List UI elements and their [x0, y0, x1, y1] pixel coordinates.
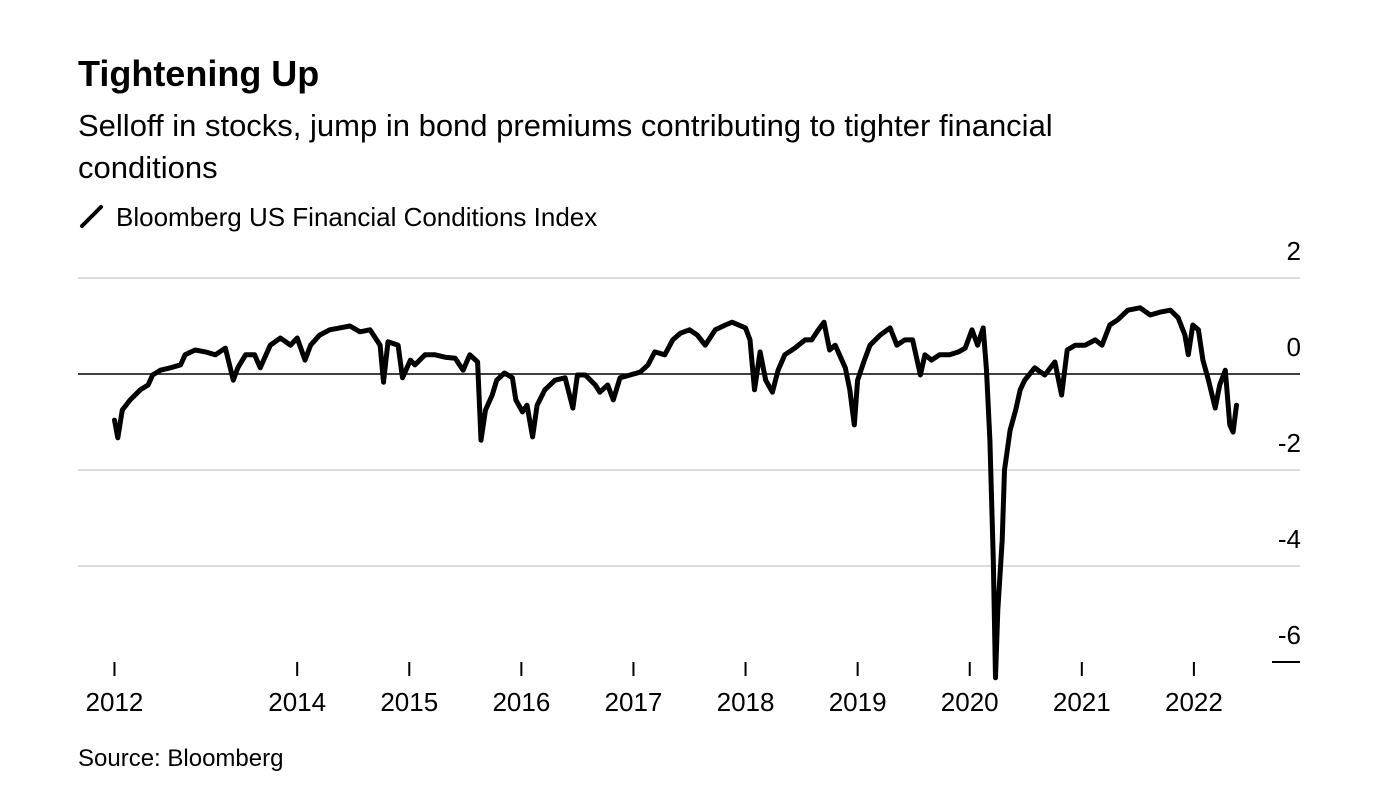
x-tick-label: 2017 [605, 687, 663, 717]
x-tick-label: 2019 [829, 687, 887, 717]
source: Source: Bloomberg [78, 745, 283, 772]
legend-swatch [80, 205, 103, 228]
data-line [112, 305, 1239, 681]
x-tick-label: 2021 [1053, 687, 1111, 717]
x-tick-label: 2020 [941, 687, 999, 717]
y-tick-label: 0 [1287, 332, 1301, 362]
x-tick-label: 2012 [86, 687, 144, 717]
x-tick-label: 2018 [717, 687, 775, 717]
legend-label: Bloomberg US Financial Conditions Index [116, 202, 597, 232]
x-tick-label: 2014 [268, 687, 326, 717]
y-tick-label: -4 [1278, 524, 1301, 554]
x-tick-label: 2016 [492, 687, 550, 717]
chart-subtitle: Selloff in stocks, jump in bond premiums… [78, 108, 1053, 143]
chart-title: Tightening Up [78, 53, 319, 94]
x-tick-label: 2022 [1165, 687, 1223, 717]
y-tick-label: 2 [1287, 236, 1301, 266]
y-tick-label: -2 [1278, 428, 1301, 458]
chart-subtitle: conditions [78, 150, 218, 185]
y-tick-label: -6 [1278, 620, 1301, 650]
x-tick-label: 2015 [380, 687, 438, 717]
